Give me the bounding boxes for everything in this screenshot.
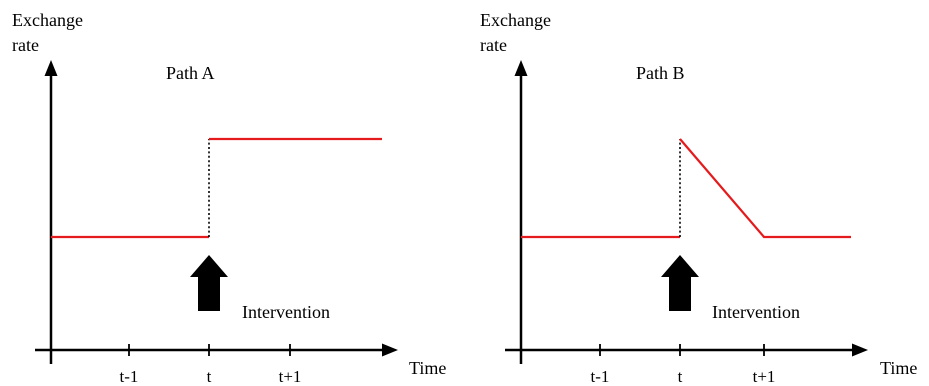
x-axis-label-a: Time xyxy=(409,358,446,378)
y-axis-label-line2-a: rate xyxy=(12,35,39,55)
tick-label-t-plus-1-a: t+1 xyxy=(279,367,302,386)
intervention-label-a: Intervention xyxy=(242,302,330,322)
y-axis-label-line1-a: Exchange xyxy=(12,10,83,30)
tick-label-t-plus-1-b: t+1 xyxy=(753,367,776,386)
tick-label-t-minus-1-b: t-1 xyxy=(591,367,610,386)
y-axis-label-line2-b: rate xyxy=(480,35,507,55)
tick-label-t-a: t xyxy=(207,367,212,386)
x-axis-arrowhead-a xyxy=(382,343,398,357)
tick-label-t-minus-1-a: t-1 xyxy=(120,367,139,386)
intervention-arrow-icon-a xyxy=(190,255,228,311)
intervention-arrow-icon-b xyxy=(661,255,699,311)
path-b-decay-and-level xyxy=(679,138,851,239)
x-axis-label-b: Time xyxy=(880,358,917,378)
y-axis-arrowhead-b xyxy=(514,60,528,76)
y-axis-arrowhead-a xyxy=(44,60,58,76)
tick-label-t-b: t xyxy=(678,367,683,386)
y-axis-label-line1-b: Exchange xyxy=(480,10,551,30)
path-title-a: Path A xyxy=(166,63,215,83)
x-axis-arrowhead-b xyxy=(852,343,868,357)
intervention-label-b: Intervention xyxy=(712,302,800,322)
path-title-b: Path B xyxy=(636,63,685,83)
panel-a: Exchange rate Path A t-1 t t+1 Time Inte… xyxy=(12,10,446,386)
panel-b: Exchange rate Path B t-1 t t+1 Time Inte… xyxy=(480,10,917,386)
